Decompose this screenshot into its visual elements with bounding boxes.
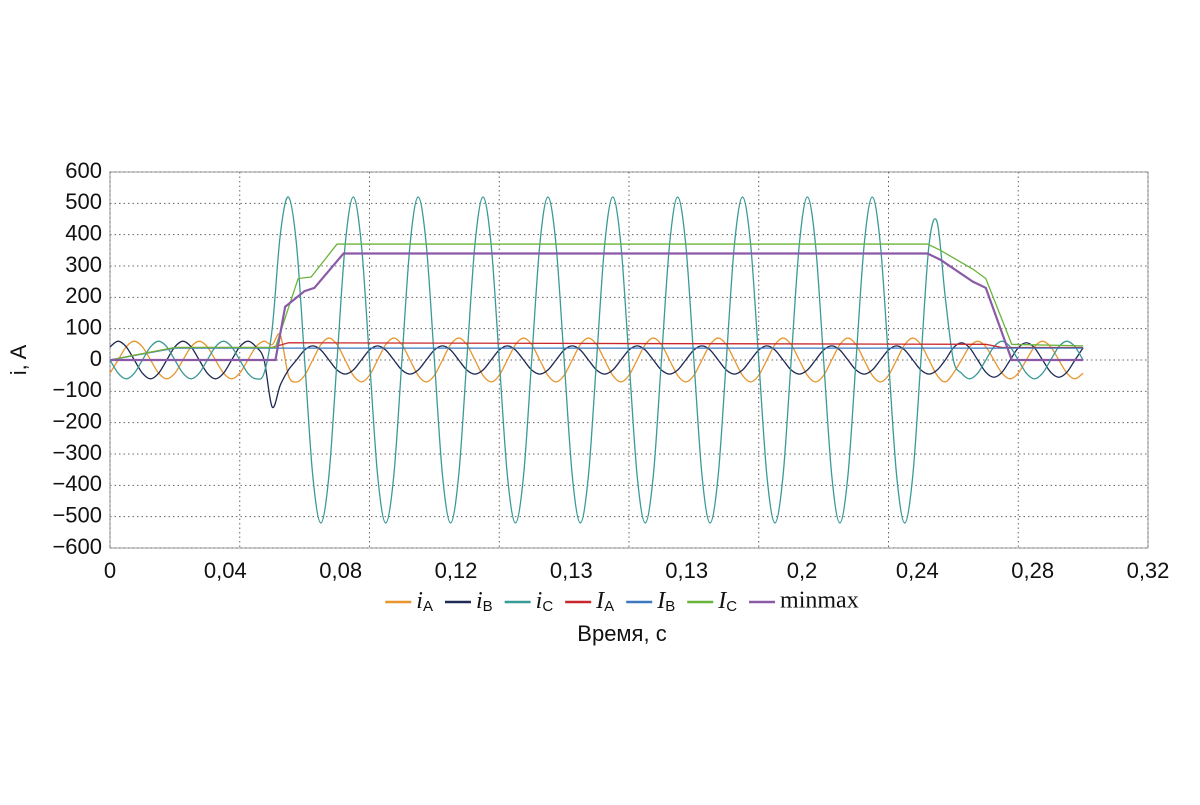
legend: iA iB iC IA IB IC minmax — [385, 588, 859, 615]
x-tick-label: 0,2 — [787, 558, 818, 583]
legend-label: iA — [416, 588, 433, 615]
y-tick-label: 400 — [65, 220, 102, 245]
legend-label-sub: A — [423, 598, 433, 615]
legend-label-sub: B — [665, 598, 675, 615]
x-tick-label: 0,28 — [1011, 558, 1054, 583]
y-tick-label: −300 — [52, 440, 102, 465]
x-tick-label: 0,24 — [896, 558, 939, 583]
y-tick-label: −600 — [52, 534, 102, 559]
legend-label: iB — [476, 588, 493, 615]
y-tick-label: 500 — [65, 189, 102, 214]
y-tick-label: 300 — [65, 252, 102, 277]
legend-label: IB — [656, 588, 675, 615]
x-tick-label: 0,08 — [319, 558, 362, 583]
legend-label-sub: A — [604, 598, 614, 615]
legend-label: iC — [536, 588, 554, 615]
x-axis-label: Время, с — [577, 621, 666, 646]
legend-label: IA — [595, 588, 614, 615]
legend-label-main: i — [476, 588, 483, 614]
legend-label: minmax — [780, 588, 859, 614]
x-tick-label: 0,32 — [1127, 558, 1170, 583]
x-tick-label: 0,13 — [550, 558, 593, 583]
series-line — [109, 243, 1084, 361]
x-tick-label: 0,12 — [435, 558, 478, 583]
legend-label-main: I — [717, 588, 727, 614]
legend-label-main: i — [416, 588, 423, 614]
x-tick-label: 0,13 — [665, 558, 708, 583]
y-tick-label: −500 — [52, 502, 102, 527]
y-tick-label: 600 — [65, 158, 102, 183]
x-tick-label: 0 — [104, 558, 116, 583]
x-tick-label: 0,04 — [204, 558, 247, 583]
legend-label-main: i — [536, 588, 543, 614]
y-tick-label: −400 — [52, 471, 102, 496]
legend-label-main: I — [595, 588, 605, 614]
legend-label: IC — [717, 588, 737, 615]
legend-label-sub: C — [726, 598, 737, 615]
y-tick-label: 0 — [90, 346, 102, 371]
legend-label-sub: C — [542, 598, 553, 615]
y-axis-label: i, A — [6, 344, 31, 375]
legend-label-sub: B — [483, 598, 493, 615]
y-tick-label: −200 — [52, 408, 102, 433]
series-line — [109, 340, 1084, 409]
series-line — [110, 252, 1084, 362]
y-tick-label: −100 — [52, 377, 102, 402]
legend-label-main: I — [656, 588, 666, 614]
y-tick-label: 200 — [65, 283, 102, 308]
y-tick-label: 100 — [65, 314, 102, 339]
